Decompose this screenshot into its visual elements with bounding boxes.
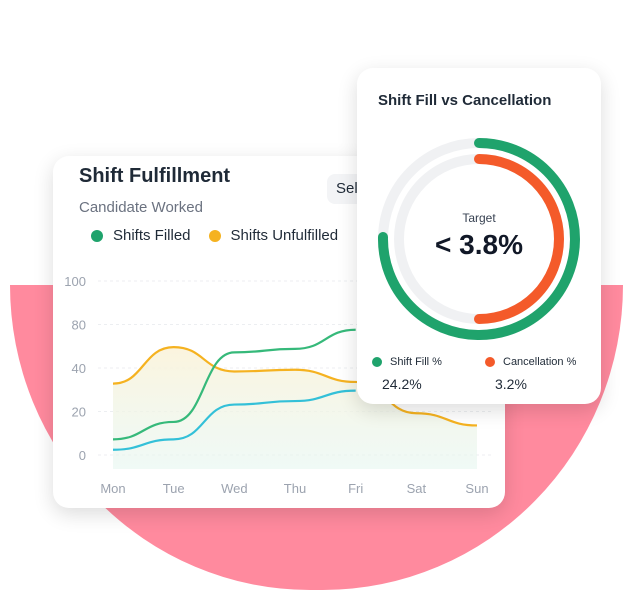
y-tick-label: 20 bbox=[72, 405, 86, 420]
x-tick-label: Sun bbox=[465, 481, 488, 496]
legend-dot-unfulfilled bbox=[208, 229, 221, 242]
stat-shift-fill: Shift Fill % 24.2% bbox=[372, 356, 442, 392]
y-tick-label: 40 bbox=[72, 361, 86, 376]
x-tick-label: Wed bbox=[221, 481, 248, 496]
target-label: Target bbox=[462, 211, 496, 225]
x-tick-label: Mon bbox=[100, 481, 125, 496]
legend-item-filled: Shifts Filled bbox=[91, 227, 191, 244]
cancellation-arc bbox=[474, 154, 564, 324]
donut-ring bbox=[377, 138, 580, 340]
y-tick-label: 0 bbox=[79, 448, 86, 463]
ring-card-title: Shift Fill vs Cancellation bbox=[378, 92, 552, 109]
line-chart: 100 80 40 20 0 Mon Tue Wed Thu Fri Sat Sun bbox=[64, 274, 493, 496]
target-value: < 3.8% bbox=[435, 229, 523, 260]
series-line-2 bbox=[112, 389, 356, 451]
x-tick-label: Tue bbox=[163, 481, 185, 496]
stat-value-cancel: 3.2% bbox=[495, 376, 527, 392]
stat-dot-fill bbox=[372, 357, 382, 367]
legend-item-unfulfilled: Shifts Unfulfilled bbox=[208, 227, 339, 244]
fill-vs-cancellation-card: Shift Fill vs Cancellation Target < 3.8%… bbox=[357, 68, 601, 404]
stat-dot-cancel bbox=[485, 357, 495, 367]
x-tick-label: Fri bbox=[348, 481, 363, 496]
x-tick-label: Sat bbox=[407, 481, 427, 496]
card-subtitle: Candidate Worked bbox=[79, 199, 203, 216]
chart-legend: Shifts Filled Shifts Unfulfilled bbox=[91, 227, 356, 244]
y-tick-label: 80 bbox=[72, 318, 86, 333]
legend-dot-filled bbox=[91, 229, 103, 242]
legend-label-filled: Shifts Filled bbox=[113, 227, 191, 244]
stat-label-cancel: Cancellation % bbox=[503, 356, 577, 368]
y-tick-label: 100 bbox=[64, 274, 86, 289]
stat-value-fill: 24.2% bbox=[382, 376, 422, 392]
x-tick-label: Thu bbox=[284, 481, 306, 496]
stat-cancellation: Cancellation % 3.2% bbox=[485, 356, 576, 392]
series-line-1 bbox=[112, 328, 356, 441]
area-fill bbox=[113, 347, 477, 469]
legend-label-unfulfilled: Shifts Unfulfilled bbox=[230, 227, 339, 244]
stat-label-fill: Shift Fill % bbox=[390, 356, 442, 368]
shift-fill-arc bbox=[377, 138, 580, 340]
series-line-0 bbox=[112, 346, 478, 427]
card-title: Shift Fulfillment bbox=[79, 165, 231, 187]
